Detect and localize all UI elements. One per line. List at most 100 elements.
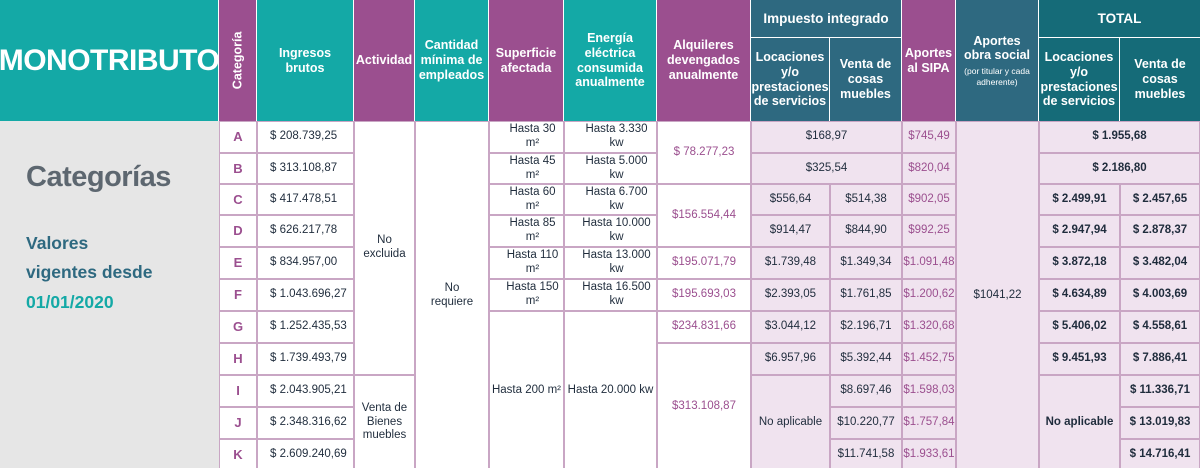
superficie-value: Hasta 45 m² [489, 153, 564, 184]
header-aportes-sipa: Aportes al SIPA [902, 0, 956, 121]
total-no-aplicable: No aplicable [1039, 375, 1120, 468]
header-ingresos-label: Ingresos brutos [278, 45, 332, 75]
alquiler-value: $195.071,79 [657, 247, 751, 279]
energia-value: Hasta 5.000 kw [564, 153, 657, 184]
sipa-value: $992,25 [902, 215, 956, 247]
impuesto-locaciones-value: $2.393,05 [751, 279, 830, 311]
empleados-value: No requiere [415, 121, 489, 468]
valores-line-1: Valores [26, 233, 89, 253]
header-obra-social: Aportes obra social (por titular y cada … [956, 0, 1039, 121]
total-venta-value: $ 4.558,61 [1120, 311, 1200, 343]
alquiler-value: $234.831,66 [657, 311, 751, 343]
ingresos-value: $ 2.348.316,62 [257, 407, 354, 439]
total-venta-value: $ 14.716,41 [1120, 439, 1200, 468]
superficie-value: Hasta 60 m² [489, 184, 564, 215]
actividad-no-excluida: No excluida [354, 121, 415, 375]
impuesto-venta-value: $10.220,77 [830, 407, 902, 439]
valores-line-2: vigentes desde [26, 262, 153, 282]
header-tot-venta: Venta de cosas muebles [1120, 38, 1200, 121]
category-letter: A [219, 121, 257, 153]
total-locaciones-value: $ 3.872,18 [1039, 247, 1120, 279]
total-venta-value: $ 7.886,41 [1120, 343, 1200, 375]
sipa-value: $902,05 [902, 184, 956, 215]
header-impuesto-group-label: Impuesto integrado [763, 10, 889, 26]
header-aportes-sipa-label: Aportes al SIPA [904, 45, 953, 75]
energia-value: Hasta 6.700 kw [564, 184, 657, 215]
ingresos-value: $ 2.609.240,69 [257, 439, 354, 468]
header-empleados-label: Cantidad mínima de empleados [418, 38, 485, 82]
header-imp-venta: Venta de cosas muebles [830, 38, 902, 121]
sipa-value: $1.452,75 [902, 343, 956, 375]
impuesto-venta-value: $1.349,34 [830, 247, 902, 279]
header-imp-venta-label: Venta de cosas muebles [839, 57, 892, 101]
left-panel: Categorías Valores vigentes desde 01/01/… [0, 121, 219, 468]
ingresos-value: $ 208.739,25 [257, 121, 354, 153]
categorias-heading: Categorías [26, 161, 171, 193]
sipa-value: $1.598,03 [902, 375, 956, 407]
energia-value: Hasta 10.000 kw [564, 215, 657, 247]
valores-date: 01/01/2020 [26, 292, 114, 312]
header-energia-label: Energía eléctrica consumida anualmente [575, 31, 645, 90]
sipa-value: $1.320,68 [902, 311, 956, 343]
category-letter: J [219, 407, 257, 439]
category-letter: B [219, 153, 257, 184]
impuesto-venta-value: $2.196,71 [830, 311, 902, 343]
alquiler-hk: $313.108,87 [657, 343, 751, 468]
superficie-value: Hasta 85 m² [489, 215, 564, 247]
total-venta-value: $ 3.482,04 [1120, 247, 1200, 279]
superficie-value: Hasta 30 m² [489, 121, 564, 153]
actividad-venta: Venta de Bienes muebles [354, 375, 415, 468]
sipa-value: $1.200,62 [902, 279, 956, 311]
table-header: MONOTRIBUTO Categoría Ingresos brutos Ac… [0, 0, 1200, 121]
ingresos-value: $ 1.043.696,27 [257, 279, 354, 311]
impuesto-locaciones-value: $3.044,12 [751, 311, 830, 343]
impuesto-b: $325,54 [751, 153, 902, 184]
header-alquileres: Alquileres devengados anualmente [657, 0, 751, 121]
sipa-value: $820,04 [902, 153, 956, 184]
header-total-group: TOTAL [1039, 0, 1200, 38]
header-energia: Energía eléctrica consumida anualmente [564, 0, 657, 121]
ingresos-value: $ 1.739.493,79 [257, 343, 354, 375]
category-letter: K [219, 439, 257, 468]
energia-value: Hasta 3.330 kw [564, 121, 657, 153]
impuesto-locaciones-value: $914,47 [751, 215, 830, 247]
superficie-200: Hasta 200 m² [489, 311, 564, 468]
header-impuesto-group: Impuesto integrado [751, 0, 902, 38]
impuesto-no-aplicable: No aplicable [751, 375, 830, 468]
category-letter: D [219, 215, 257, 247]
total-venta-value: $ 4.003,69 [1120, 279, 1200, 311]
total-locaciones-value: $ 2.947,94 [1039, 215, 1120, 247]
header-tot-locaciones-label: Locaciones y/o prestaciones de servicios [1040, 50, 1118, 109]
ingresos-value: $ 417.478,51 [257, 184, 354, 215]
header-superficie-label: Superficie afectada [495, 45, 557, 75]
total-venta-value: $ 11.336,71 [1120, 375, 1200, 407]
total-venta-value: $ 13.019,83 [1120, 407, 1200, 439]
category-letter: C [219, 184, 257, 215]
sipa-value: $1.933,61 [902, 439, 956, 468]
header-imp-locaciones-label: Locaciones y/o prestaciones de servicios [751, 50, 829, 109]
alquiler-value: $195.693,03 [657, 279, 751, 311]
header-alquileres-label: Alquileres devengados anualmente [667, 38, 740, 82]
header-imp-locaciones: Locaciones y/o prestaciones de servicios [751, 38, 830, 121]
page-title: MONOTRIBUTO [0, 43, 219, 77]
category-letter: I [219, 375, 257, 407]
header-obra-social-label: Aportes obra social [964, 33, 1030, 63]
superficie-value: Hasta 110 m² [489, 247, 564, 279]
sipa-value: $745,49 [902, 121, 956, 153]
impuesto-venta-value: $514,38 [830, 184, 902, 215]
impuesto-locaciones-value: $6.957,96 [751, 343, 830, 375]
category-letter: G [219, 311, 257, 343]
total-locaciones-value: $ 9.451,93 [1039, 343, 1120, 375]
impuesto-venta-value: $1.761,85 [830, 279, 902, 311]
data-grid: A $ 208.739,25 $745,49 B $ 313.108,87 $820,04… [219, 121, 1200, 468]
impuesto-locaciones-value: $1.739,48 [751, 247, 830, 279]
header-categoria-label: Categoría [230, 31, 245, 90]
alquiler-ab: $ 78.277,23 [657, 121, 751, 184]
header-empleados: Cantidad mínima de empleados [415, 0, 489, 121]
header-tot-locaciones: Locaciones y/o prestaciones de servicios [1039, 38, 1120, 121]
energia-20000: Hasta 20.000 kw [564, 311, 657, 468]
alquiler-cd: $156.554,44 [657, 184, 751, 247]
total-locaciones-value: $ 5.406,02 [1039, 311, 1120, 343]
total-locaciones-value: $ 2.499,91 [1039, 184, 1120, 215]
energia-value: Hasta 16.500 kw [564, 279, 657, 311]
